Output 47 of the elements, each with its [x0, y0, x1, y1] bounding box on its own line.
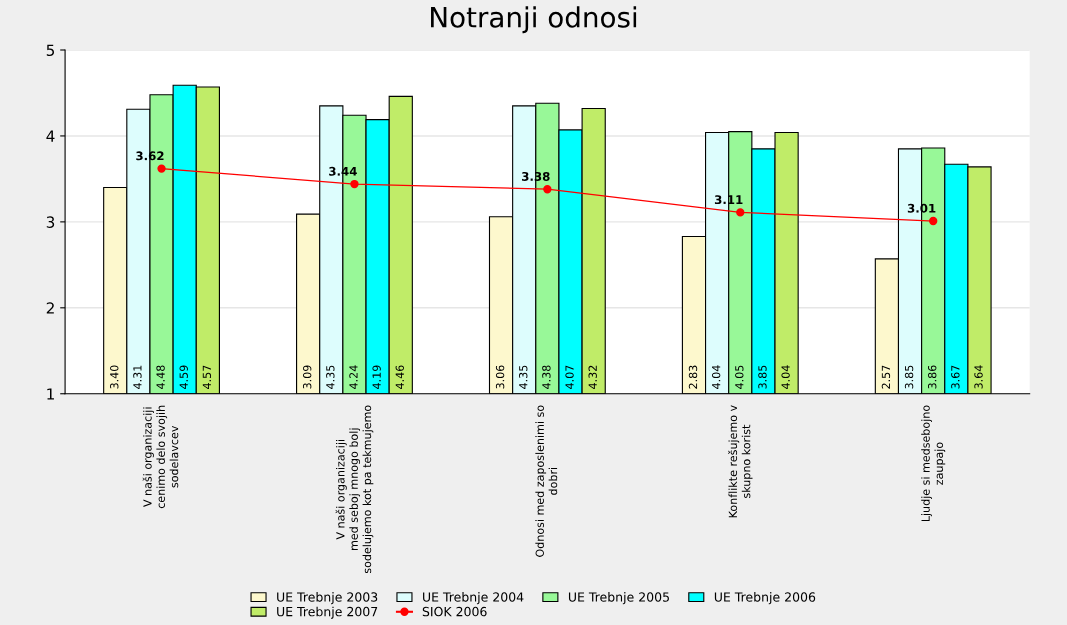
- point: [736, 208, 745, 217]
- data-label: 4.31: [133, 365, 142, 389]
- y-tick-label: 2: [46, 302, 54, 314]
- data-label: 3.40: [110, 365, 119, 389]
- data-label: 4.46: [395, 365, 404, 389]
- legend-label: UE Trebnje 2003: [277, 592, 378, 605]
- data-label: 3.85: [904, 365, 914, 389]
- data-label: 3.64: [974, 365, 983, 389]
- data-label: 4.38: [542, 365, 551, 389]
- point: [929, 216, 938, 226]
- x-tick-label: V naši organizaciji cenimo delo svojih sodelavcev: [142, 405, 179, 509]
- data-label: 4.24: [349, 365, 358, 389]
- point: [543, 185, 552, 194]
- legend-label: UE Trebnje 2006: [714, 592, 816, 605]
- data-label: 4.19: [372, 365, 381, 389]
- y-tick-label: 5: [46, 44, 55, 57]
- data-label: 3.86: [928, 365, 937, 389]
- data-label: 4.35: [519, 365, 528, 389]
- data-label: 4.35: [326, 365, 335, 389]
- data-label: 2.57: [881, 365, 891, 389]
- data-label: 4.05: [735, 365, 744, 389]
- data-label: 4.04: [711, 365, 721, 389]
- data-label: 4.07: [565, 365, 574, 389]
- data-label: 4.04: [781, 365, 790, 389]
- data-label: 3.06: [495, 365, 505, 389]
- y-tick-label: 3: [46, 216, 55, 228]
- data-label: 3.85: [758, 365, 767, 389]
- data-label: 3.09: [302, 365, 312, 389]
- point: [350, 179, 359, 189]
- data-label: 2.83: [688, 365, 698, 389]
- data-label: 4.57: [202, 365, 212, 389]
- data-label: 4.32: [588, 365, 597, 389]
- x-tick-label: V naši organizaciji med seboj mnogo bolj sodelujemo kot pa tekmujemo: [335, 405, 374, 574]
- legend-label: UE Trebnje 2004: [423, 592, 524, 605]
- data-label: 4.59: [179, 365, 188, 389]
- legend-label: UE Trebnje 2005: [568, 592, 669, 605]
- y-tick-label: 1: [47, 388, 54, 400]
- legend-label: UE Trebnje 2007: [277, 606, 378, 619]
- data-label: 3.67: [951, 365, 960, 389]
- x-tick-label: Odnosi med zaposlenimi so dobri: [535, 405, 558, 557]
- x-tick-label: Konflikte rešujemo v skupno korist: [728, 405, 753, 518]
- chart-title: Notranji odnosi: [431, 6, 637, 34]
- point: [157, 164, 166, 173]
- x-tick-label: Ljudje si medsebojno zaupajo: [921, 405, 946, 522]
- data-label: 4.48: [156, 365, 165, 389]
- legend-label: SIOK 2006: [422, 606, 487, 617]
- y-tick-label: 4: [46, 130, 55, 142]
